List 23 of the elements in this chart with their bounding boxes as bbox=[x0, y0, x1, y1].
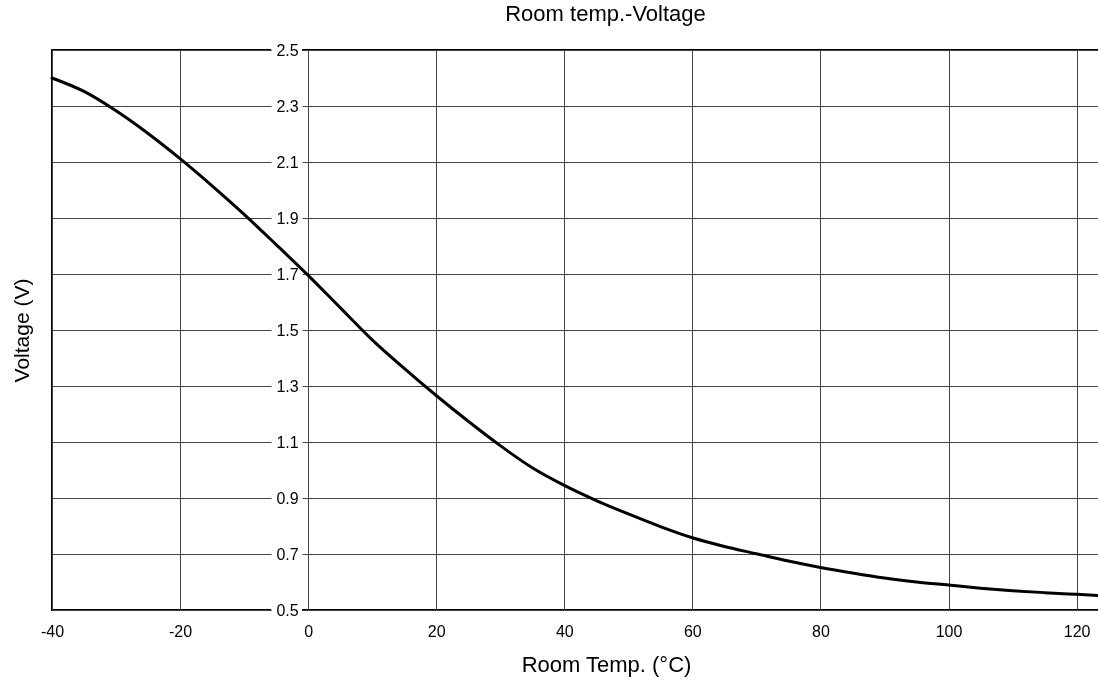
y-tick-label: 1.1 bbox=[276, 433, 299, 451]
y-tick-label: 0.7 bbox=[276, 545, 299, 563]
x-tick-label: -20 bbox=[169, 622, 193, 640]
y-tick-label: 0.5 bbox=[276, 601, 299, 619]
x-tick-label: 20 bbox=[427, 622, 446, 640]
y-tick-label: 1.9 bbox=[276, 209, 299, 227]
y-tick-label: 2.3 bbox=[276, 97, 299, 115]
x-tick-label: 60 bbox=[683, 622, 702, 640]
chart-title: Room temp.-Voltage bbox=[505, 1, 706, 26]
x-tick-label: 120 bbox=[1063, 622, 1091, 640]
y-tick-label: 2.5 bbox=[276, 41, 299, 59]
y-tick-label: 0.9 bbox=[276, 489, 299, 507]
x-tick-label: 40 bbox=[555, 622, 574, 640]
y-tick-label: 1.7 bbox=[276, 265, 299, 283]
x-tick-label: 0 bbox=[304, 622, 314, 640]
x-tick-label: 100 bbox=[935, 622, 963, 640]
x-tick-label: -40 bbox=[40, 622, 65, 640]
x-axis-title: Room Temp. (°C) bbox=[521, 651, 692, 677]
y-tick-label: 2.1 bbox=[276, 153, 299, 171]
y-tick-label: 1.5 bbox=[276, 321, 299, 339]
y-tick-label: 1.3 bbox=[276, 377, 299, 395]
y-axis-title: Voltage (V) bbox=[9, 278, 33, 383]
x-tick-label: 80 bbox=[812, 622, 830, 640]
